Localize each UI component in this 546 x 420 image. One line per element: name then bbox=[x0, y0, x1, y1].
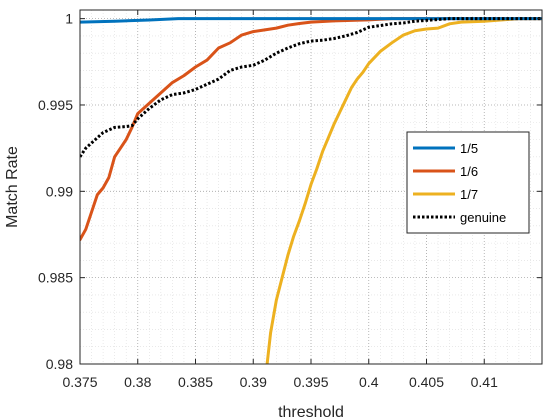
x-tick-labels: 0.375 0.38 0.385 0.39 0.395 0.4 0.405 0.41 bbox=[62, 374, 498, 390]
series-line-1-7 bbox=[265, 17, 542, 364]
y-tick-label: 0.99 bbox=[46, 183, 73, 199]
y-tick-label: 0.995 bbox=[38, 97, 73, 113]
legend: 1/5 1/6 1/7 genuine bbox=[406, 131, 530, 234]
series-line-1-6 bbox=[80, 17, 542, 242]
x-tick-label: 0.4 bbox=[359, 374, 379, 390]
x-tick-label: 0.385 bbox=[178, 374, 213, 390]
legend-label-1-5: 1/5 bbox=[460, 141, 478, 156]
ticks bbox=[79, 10, 542, 365]
x-axis-label: threshold bbox=[278, 404, 344, 420]
series-line-genuine bbox=[80, 17, 542, 158]
x-tick-label: 0.38 bbox=[124, 374, 151, 390]
x-tick-label: 0.39 bbox=[240, 374, 267, 390]
y-axis-label: Match Rate bbox=[4, 146, 21, 228]
series-line-1-5 bbox=[80, 17, 542, 24]
y-tick-label: 0.985 bbox=[38, 270, 73, 286]
y-tick-labels: 0.98 0.985 0.99 0.995 1 bbox=[38, 11, 73, 372]
legend-label-1-7: 1/7 bbox=[460, 187, 478, 202]
x-tick-label: 0.41 bbox=[471, 374, 498, 390]
x-tick-label: 0.375 bbox=[62, 374, 97, 390]
legend-label-genuine: genuine bbox=[460, 210, 506, 225]
y-tick-label: 0.98 bbox=[46, 356, 73, 372]
y-tick-label: 1 bbox=[65, 11, 73, 27]
legend-label-1-6: 1/6 bbox=[460, 164, 478, 179]
x-tick-label: 0.405 bbox=[409, 374, 444, 390]
series-layer bbox=[80, 17, 542, 364]
x-tick-label: 0.395 bbox=[293, 374, 328, 390]
